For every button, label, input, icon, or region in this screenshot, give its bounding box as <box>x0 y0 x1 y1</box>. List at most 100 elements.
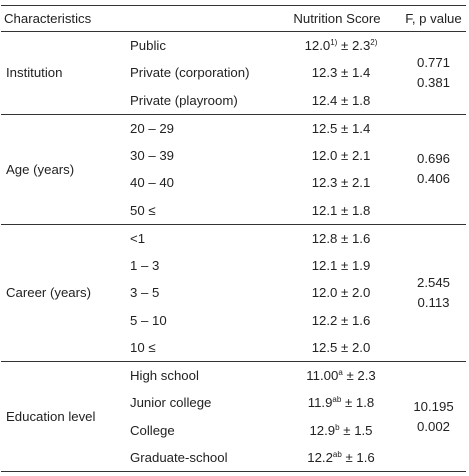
score-mean: 11.9 <box>307 395 333 411</box>
plus-minus-symbol: ± <box>341 38 349 53</box>
f-value: 0.771 <box>416 54 450 70</box>
score-sd: 1.6 <box>351 230 371 246</box>
score-mean: 12.1 <box>311 257 338 273</box>
f-p-value-cell: 0.696 0.406 <box>401 114 466 225</box>
subgroup-label: <1 <box>130 230 146 246</box>
nutrition-score-cell: 12.01) ± 2.32) <box>281 32 401 60</box>
p-value: 0.381 <box>416 74 450 90</box>
score-sd: 1.4 <box>351 65 371 81</box>
subgroup-label: 20 – 29 <box>130 120 174 136</box>
score-sd: 1.4 <box>351 120 371 136</box>
plus-minus-symbol: ± <box>341 120 349 136</box>
score-mean-superscript: ab <box>332 450 342 459</box>
score-mean: 12.9 <box>309 422 336 438</box>
score-sd: 1.6 <box>351 312 371 328</box>
table-row: 50 ≤12.1 ± 1.8 <box>1 196 466 225</box>
plus-minus-symbol: ± <box>341 147 349 163</box>
table-row: Graduate-school 12.2ab ± 1.6 <box>1 444 466 472</box>
score-mean: 12.1 <box>311 202 338 218</box>
subgroup-label: 5 – 10 <box>130 312 167 328</box>
plus-minus-symbol: ± <box>341 202 349 218</box>
nutrition-score-cell: 12.1 ± 1.9 <box>281 252 401 280</box>
f-p-value-cell: 10.195 0.002 <box>401 361 466 472</box>
score-mean: 11.00 <box>306 368 339 383</box>
table-row: 3 – 5 12.0 ± 2.0 <box>1 279 466 307</box>
subgroup-label: High school <box>130 368 199 383</box>
nutrition-score-cell: 12.2ab ± 1.6 <box>281 444 401 472</box>
group-name: Education level <box>1 361 125 472</box>
score-mean: 12.0 <box>304 38 331 53</box>
nutrition-score-cell: 12.2 ± 1.6 <box>281 307 401 335</box>
score-mean: 12.5 <box>311 120 338 136</box>
table-row: College 12.9b ± 1.5 <box>1 417 466 445</box>
subgroup-label: Public <box>130 38 166 53</box>
plus-minus-symbol: ± <box>345 395 353 411</box>
table-row: 1 – 3 12.1 ± 1.9 <box>1 252 466 280</box>
score-mean-superscript: b <box>335 422 340 432</box>
score-mean: 12.2 <box>311 312 338 328</box>
f-value: 2.545 <box>416 274 450 290</box>
score-mean-superscript: a <box>338 368 343 377</box>
table-row: Junior college 11.9ab ± 1.8 <box>1 389 466 417</box>
header-row: Characteristics Nutrition Score F, p val… <box>1 5 466 32</box>
score-mean: 12.0 <box>311 285 338 301</box>
group-name: Career (years) <box>1 224 125 362</box>
subgroup-label: 3 – 5 <box>130 285 160 301</box>
nutrition-score-cell: 12.5 ± 2.0 <box>281 334 401 362</box>
subgroup-label: 10 ≤ <box>125 334 281 362</box>
subgroup-label: Graduate-school <box>125 444 281 472</box>
score-sd: 1.9 <box>351 257 371 273</box>
subgroup-label: Private (playroom) <box>125 86 281 115</box>
nutrition-score-table: Characteristics Nutrition Score F, p val… <box>1 5 466 472</box>
plus-minus-symbol: ± <box>343 422 351 438</box>
plus-minus-symbol: ± <box>341 312 349 328</box>
p-value: 0.406 <box>416 171 450 186</box>
table-row: Institution Public 12.01) ± 2.32) 0.771 0.38… <box>1 31 466 115</box>
table-body: Institution Public 12.01) ± 2.32) 0.771 0.38… <box>1 31 466 472</box>
header-nutrition-score: Nutrition Score <box>281 5 401 32</box>
subgroup-label: 1 – 3 <box>130 257 160 273</box>
group-name: Age (years) <box>1 114 125 225</box>
nutrition-score-cell: 12.3 ± 2.1 <box>281 169 401 197</box>
nutrition-score-cell: 11.00a ± 2.3 <box>281 362 401 390</box>
group-name: Institution <box>1 31 125 115</box>
plus-minus-symbol: ± <box>345 450 353 465</box>
subgroup-label: 50 ≤ <box>125 196 281 225</box>
score-sd: 2.1 <box>351 175 371 191</box>
plus-minus-symbol: ± <box>341 65 349 81</box>
table-row: Private (playroom) 12.4 ± 1.8 <box>1 86 466 115</box>
nutrition-score-cell: 12.9b ± 1.5 <box>281 417 401 445</box>
score-mean: 12.5 <box>311 340 338 355</box>
score-sd: 1.5 <box>354 422 373 438</box>
nutrition-score-cell: 12.4 ± 1.8 <box>281 86 401 115</box>
plus-minus-symbol: ± <box>341 175 349 191</box>
nutrition-score-cell: 11.9ab ± 1.8 <box>281 389 401 417</box>
table-row: 5 – 10 12.2 ± 1.6 <box>1 307 466 335</box>
score-sd: 2.0 <box>351 340 371 355</box>
plus-minus-symbol: ± <box>341 257 349 273</box>
table-row: 30 – 39 12.0 ± 2.1 <box>1 142 466 170</box>
f-value: 10.195 <box>413 398 454 414</box>
score-sd: 1.8 <box>355 395 375 411</box>
subgroup-label: 30 – 39 <box>130 147 174 163</box>
score-mean: 12.4 <box>311 92 338 108</box>
score-sd: 2.1 <box>351 147 371 163</box>
plus-minus-symbol: ± <box>346 368 354 383</box>
score-mean-superscript: ab <box>332 395 342 405</box>
plus-minus-symbol: ± <box>341 285 349 301</box>
score-mean: 12.3 <box>311 65 338 81</box>
table-row: Age (years) 20 – 29 12.5 ± 1.4 0.696 0.406 <box>1 114 466 225</box>
header-characteristics: Characteristics <box>1 5 125 32</box>
subgroup-label: College <box>130 422 175 438</box>
nutrition-score-cell: 12.0 ± 2.0 <box>281 279 401 307</box>
score-sd-superscript: 2) <box>370 38 378 47</box>
nutrition-score-cell: 12.8 ± 1.6 <box>281 224 401 252</box>
score-sd: 2.3 <box>351 38 371 53</box>
score-mean: 12.3 <box>311 175 338 191</box>
subgroup-label: Private (corporation) <box>130 65 250 81</box>
header-f-p-value: F, p value <box>401 5 466 32</box>
table-row: Private (corporation) 12.3 ± 1.4 <box>1 59 466 87</box>
table-row: 40 – 40 12.3 ± 2.1 <box>1 169 466 197</box>
header-subgroup <box>125 5 281 32</box>
table-row: Education level High school 11.00a ± 2.3 10… <box>1 361 466 472</box>
